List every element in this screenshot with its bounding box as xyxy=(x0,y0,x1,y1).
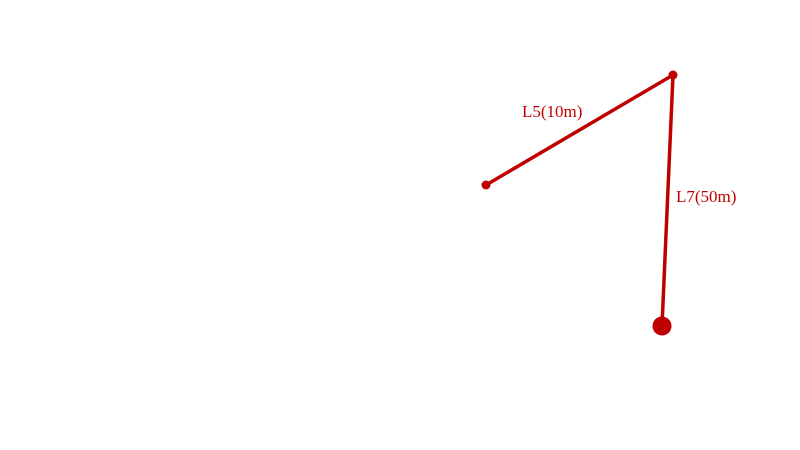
node-l7-end xyxy=(652,316,672,336)
segment-l7-label: L7(50m) xyxy=(676,187,736,206)
segment-l5: L5(10m) xyxy=(481,73,675,190)
segment-l5-line xyxy=(484,73,675,187)
node-l5-start xyxy=(481,180,491,190)
segment-l7: L7(50m) xyxy=(652,70,736,336)
segment-l7-line xyxy=(660,73,675,328)
segment-l5-label: L5(10m) xyxy=(522,102,582,121)
node-junction xyxy=(668,70,678,80)
